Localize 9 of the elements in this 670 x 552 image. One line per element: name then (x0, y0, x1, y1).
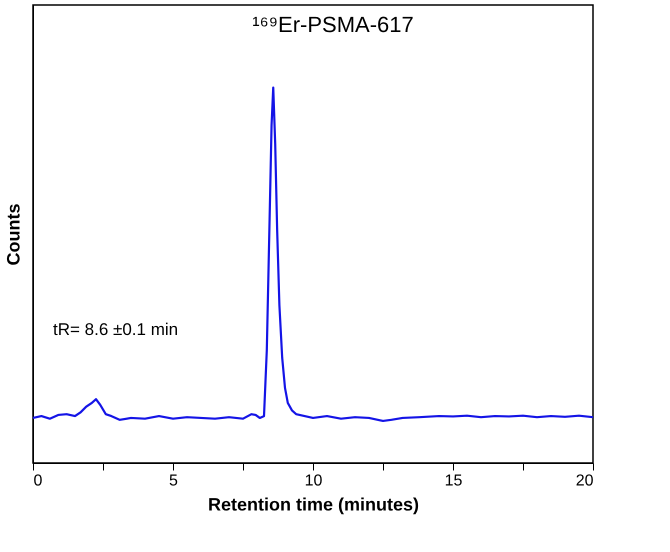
x-tick-label: 0 (34, 472, 42, 490)
annotation: tR= 8.6 ±0.1 min (53, 320, 178, 339)
y-axis-title: Counts (4, 204, 24, 266)
x-tick-label: 10 (304, 472, 322, 490)
x-tick-label: 5 (169, 472, 178, 490)
x-tick-label: 20 (576, 472, 594, 490)
x-axis-title: Retention time (minutes) (208, 494, 420, 514)
x-tick-label: 15 (444, 472, 462, 490)
text: ¹⁶⁹Er-PSMA-617 (252, 12, 414, 37)
